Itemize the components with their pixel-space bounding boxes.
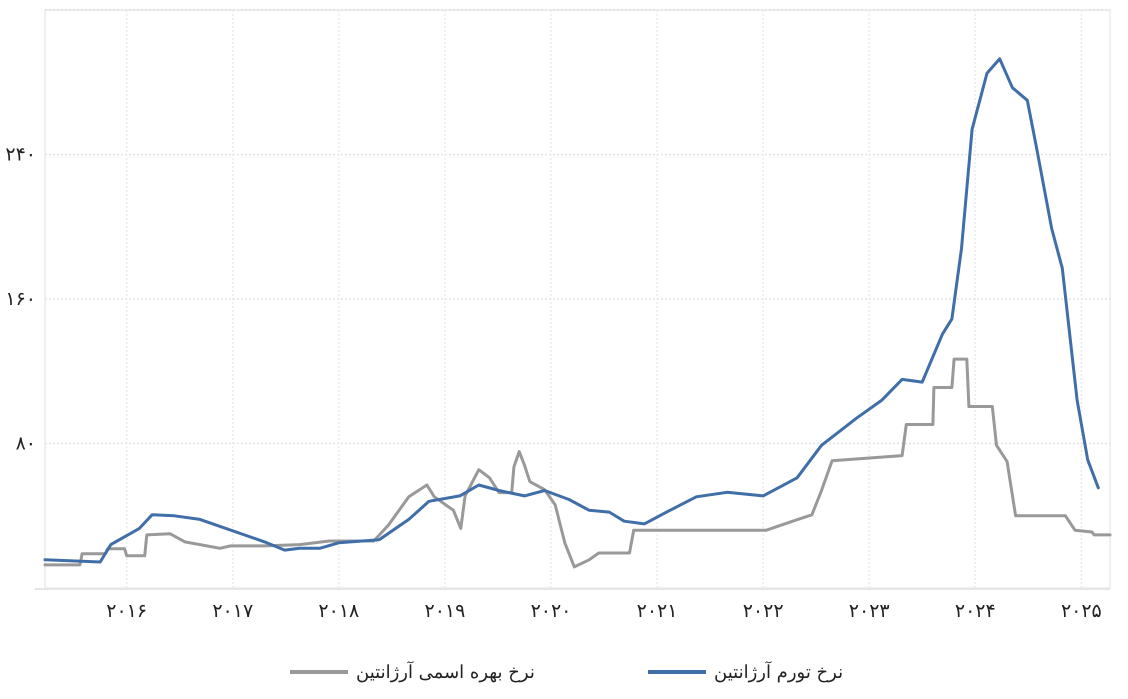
x-tick-label: ۲۰۲۳ <box>849 600 890 622</box>
y-tick-label: ۲۴۰ <box>5 144 36 166</box>
x-tick-label: ۲۰۱۶ <box>106 600 147 622</box>
x-tick-label: ۲۰۱۷ <box>212 600 253 622</box>
legend-item-inflation: نرخ تورم آرژانتین <box>648 656 843 688</box>
x-tick-label: ۲۰۲۲ <box>743 600 784 622</box>
y-tick-label: ۸۰ <box>16 433 36 455</box>
y-tick-label: ۱۶۰ <box>5 288 36 310</box>
inflation-rate-line <box>43 57 1100 564</box>
x-tick-label: ۲۰۲۴ <box>955 600 996 622</box>
grid-lines <box>44 9 1111 589</box>
data-series <box>43 57 1112 569</box>
legend-label-inflation: نرخ تورم آرژانتین <box>714 661 844 683</box>
line-chart: ۸۰ ۱۶۰ ۲۴۰ ۲۰۱۶ ۲۰۱۷ ۲۰۱۸ ۲۰۱۹ ۲۰۲۰ ۲۰۲۱ ۲۰۲۲ ۲۰۲… <box>5 9 1112 622</box>
legend-swatch-blue-line-icon <box>648 670 706 674</box>
legend-swatch-gray-line-icon <box>290 670 348 674</box>
x-tick-label: ۲۰۲۵ <box>1061 600 1102 622</box>
nominal-interest-rate-line <box>43 357 1112 569</box>
legend-item-interest-rate: نرخ بهره اسمی آرژانتین <box>290 656 535 688</box>
x-tick-label: ۲۰۲۱ <box>637 600 678 622</box>
y-axis-tick-labels: ۸۰ ۱۶۰ ۲۴۰ <box>5 144 36 455</box>
x-axis-tick-labels: ۲۰۱۶ ۲۰۱۷ ۲۰۱۸ ۲۰۱۹ ۲۰۲۰ ۲۰۲۱ ۲۰۲۲ ۲۰۲۳ ۲۰۲۴ ۲۰۲۵ <box>106 600 1102 622</box>
x-tick-label: ۲۰۱۸ <box>318 600 359 622</box>
x-tick-label: ۲۰۲۰ <box>531 600 572 622</box>
legend-label-interest-rate: نرخ بهره اسمی آرژانتین <box>356 661 535 683</box>
x-tick-label: ۲۰۱۹ <box>424 600 465 622</box>
